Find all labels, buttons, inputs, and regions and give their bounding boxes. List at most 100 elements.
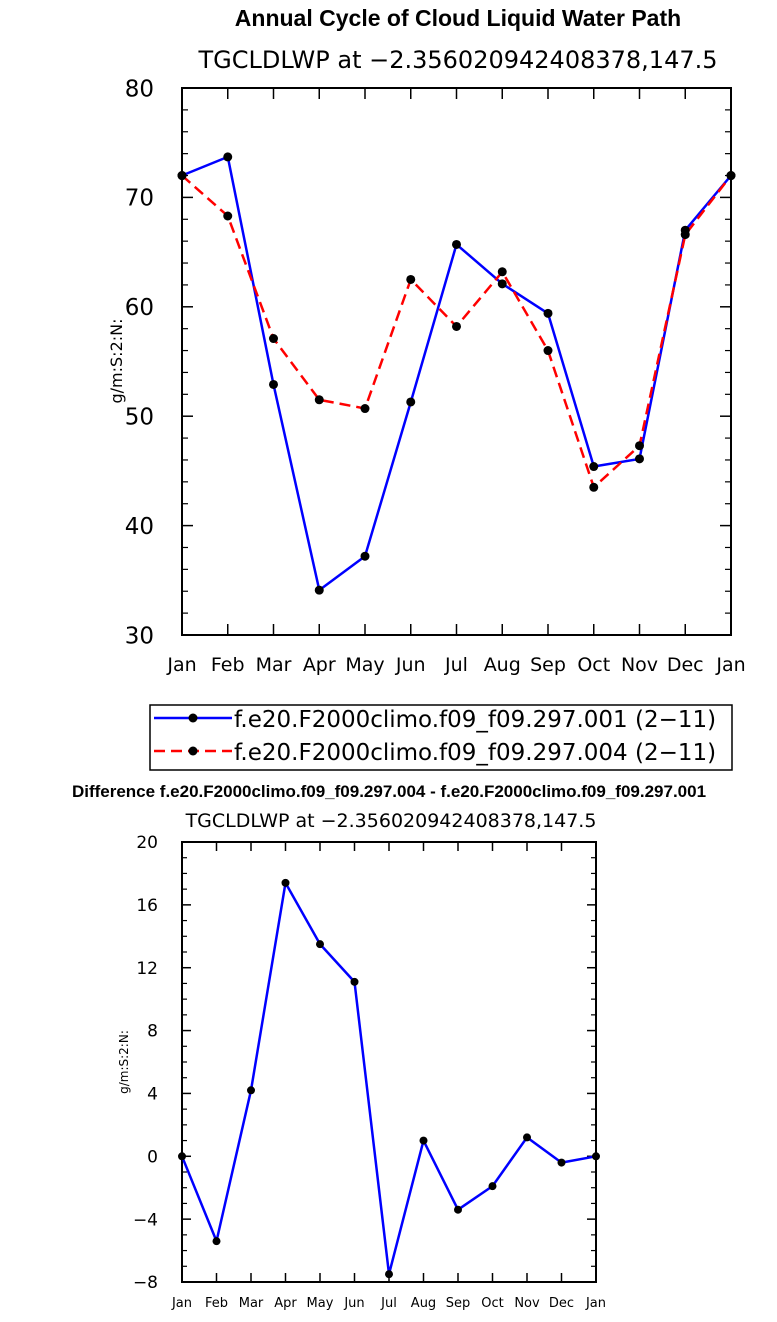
legend-label-series-1: f.e20.F2000climo.f09_f09.297.001 (2−11) bbox=[234, 707, 716, 733]
bottom-series-1-point bbox=[488, 1182, 497, 1191]
bottom-ytick-label: −8 bbox=[133, 1273, 158, 1293]
top-series-line-1 bbox=[181, 155, 732, 592]
bottom-series-1-point bbox=[523, 1133, 531, 1142]
legend-label-series-2: f.e20.F2000climo.f09_f09.297.004 (2−11) bbox=[234, 740, 716, 766]
top-chart-title: Annual Cycle of Cloud Liquid Water Path bbox=[235, 5, 681, 31]
top-xtick-label: May bbox=[345, 654, 384, 676]
top-ytick-label: 60 bbox=[125, 295, 154, 321]
bottom-ytick-label: −4 bbox=[133, 1210, 158, 1230]
top-series-1-point bbox=[406, 397, 416, 407]
bottom-xtick-label: Oct bbox=[481, 1296, 503, 1311]
bottom-x-axis-ticks: Jan Feb Mar Apr May Jun Jul Aug Sep Oct Nov Dec Jan bbox=[171, 842, 606, 1311]
top-series-1-point bbox=[314, 585, 324, 595]
bottom-plot-frame bbox=[181, 841, 597, 1283]
top-series-1-point bbox=[269, 379, 278, 389]
bottom-chart-subtitle: TGCLDLWP at −2.356020942408378,147.5 bbox=[185, 810, 597, 832]
bottom-xtick-label: Jul bbox=[380, 1296, 397, 1311]
top-xtick-label: Jul bbox=[444, 654, 468, 676]
top-series-1-point bbox=[452, 239, 461, 249]
bottom-xtick-label: Jan bbox=[171, 1296, 192, 1311]
top-xtick-label: Dec bbox=[667, 654, 704, 676]
bottom-ytick-label: 8 bbox=[147, 1022, 158, 1042]
bottom-chart-ylabel: g/m:S:2:N: bbox=[117, 1030, 131, 1094]
top-series-1-point bbox=[589, 462, 599, 472]
top-chart-subtitle: TGCLDLWP at −2.356020942408378,147.5 bbox=[198, 46, 718, 74]
top-plot-frame bbox=[181, 87, 732, 636]
top-series-2-point bbox=[680, 230, 690, 240]
top-series-2-point bbox=[269, 334, 278, 344]
top-xtick-label: Oct bbox=[577, 654, 610, 676]
top-series-1-point bbox=[360, 551, 370, 561]
bottom-ytick-label: 0 bbox=[147, 1147, 158, 1167]
top-xtick-label: Nov bbox=[621, 654, 658, 676]
top-xtick-label: Apr bbox=[303, 654, 336, 676]
top-series-line-2 bbox=[181, 174, 732, 489]
top-ytick-label: 80 bbox=[125, 76, 154, 102]
top-xtick-label: Mar bbox=[256, 654, 292, 676]
bottom-series-1-point bbox=[212, 1237, 221, 1246]
top-xtick-label: Jan bbox=[166, 654, 196, 676]
top-xtick-label: Jun bbox=[395, 654, 426, 676]
top-xtick-label: Jan bbox=[715, 654, 745, 676]
top-xtick-label: Sep bbox=[530, 654, 566, 676]
top-series-2-point bbox=[177, 171, 187, 181]
legend-frame bbox=[149, 704, 733, 771]
top-series-2-point bbox=[223, 211, 233, 221]
top-series-1-point bbox=[635, 454, 644, 464]
bottom-xtick-label: May bbox=[307, 1296, 334, 1311]
bottom-series-1-point bbox=[281, 878, 290, 887]
bottom-xtick-label: Dec bbox=[549, 1296, 574, 1311]
legend-marker-series-2 bbox=[188, 746, 198, 756]
legend: f.e20.F2000climo.f09_f09.297.001 (2−11) … bbox=[149, 704, 733, 771]
top-series-group bbox=[177, 152, 736, 595]
top-series-1-point bbox=[497, 279, 507, 289]
top-ytick-label: 50 bbox=[125, 404, 154, 430]
bottom-chart-title: Difference f.e20.F2000climo.f09_f09.297.… bbox=[72, 782, 706, 801]
top-x-axis-ticks: Jan Feb Mar Apr May Jun Jul Aug Sep Oct Nov Dec Jan bbox=[166, 88, 746, 676]
top-series-2-point bbox=[497, 267, 507, 277]
bottom-ytick-label: 16 bbox=[136, 896, 158, 916]
top-chart: Annual Cycle of Cloud Liquid Water Path … bbox=[107, 5, 746, 771]
bottom-xtick-label: Jun bbox=[343, 1296, 364, 1311]
top-ytick-label: 70 bbox=[125, 186, 154, 212]
bottom-series-1-point bbox=[316, 940, 324, 949]
bottom-series-group bbox=[178, 878, 600, 1279]
legend-marker-series-1 bbox=[188, 713, 198, 723]
top-xtick-label: Feb bbox=[211, 654, 245, 676]
bottom-series-1-point bbox=[592, 1152, 600, 1161]
bottom-y-axis-ticks: −8 −4 0 4 8 12 16 20 bbox=[133, 833, 596, 1293]
top-series-1-point bbox=[543, 308, 553, 318]
top-series-2-point bbox=[452, 321, 461, 331]
bottom-series-1-point bbox=[419, 1136, 428, 1145]
bottom-series-1-point bbox=[454, 1205, 462, 1214]
bottom-series-1-point bbox=[178, 1152, 186, 1161]
top-series-2-point bbox=[589, 482, 599, 492]
top-series-2-point bbox=[543, 346, 553, 356]
bottom-xtick-label: Sep bbox=[446, 1296, 471, 1311]
top-ytick-label: 40 bbox=[125, 514, 154, 540]
bottom-xtick-label: Feb bbox=[205, 1296, 228, 1311]
top-chart-ylabel: g/m:S:2:N: bbox=[107, 319, 126, 404]
bottom-ytick-label: 4 bbox=[147, 1085, 158, 1105]
bottom-ytick-label: 12 bbox=[136, 959, 158, 979]
bottom-series-1-point bbox=[350, 977, 359, 986]
top-series-2-point bbox=[314, 395, 324, 405]
top-series-1-point bbox=[223, 152, 233, 162]
top-ytick-label: 30 bbox=[125, 623, 154, 649]
bottom-series-1-point bbox=[557, 1158, 566, 1167]
top-xtick-label: Aug bbox=[484, 654, 521, 676]
top-series-2-point bbox=[635, 441, 644, 451]
bottom-xtick-label: Jan bbox=[585, 1296, 606, 1311]
bottom-series-1-point bbox=[385, 1270, 393, 1279]
top-y-axis-ticks: 30 40 50 60 70 80 bbox=[125, 76, 731, 649]
bottom-ytick-label: 20 bbox=[136, 833, 158, 853]
bottom-chart: Difference f.e20.F2000climo.f09_f09.297.… bbox=[72, 782, 706, 1311]
bottom-xtick-label: Aug bbox=[411, 1296, 436, 1311]
bottom-xtick-label: Apr bbox=[274, 1296, 297, 1311]
bottom-series-1-point bbox=[247, 1086, 255, 1095]
bottom-series-line-1 bbox=[180, 881, 597, 1276]
top-series-2-point bbox=[406, 274, 416, 284]
bottom-xtick-label: Nov bbox=[514, 1296, 540, 1311]
bottom-xtick-label: Mar bbox=[239, 1296, 264, 1311]
